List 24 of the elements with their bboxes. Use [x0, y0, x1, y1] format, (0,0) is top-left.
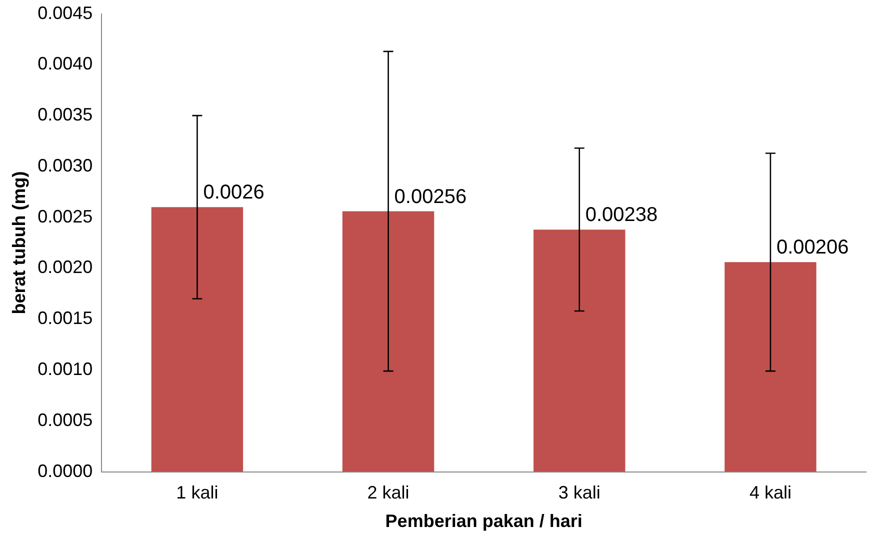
y-tick-label: 0.0030 — [38, 155, 93, 176]
y-tick-label: 0.0005 — [38, 410, 93, 430]
y-tick-label: 0.0000 — [38, 460, 93, 481]
bar — [151, 207, 244, 472]
y-axis-title: berat tubuh (mg) — [8, 171, 29, 314]
x-tick-label: 1 kali — [176, 482, 218, 503]
data-label: 0.00206 — [776, 236, 849, 259]
y-tick-label: 0.0010 — [38, 358, 93, 379]
y-tick-label: 0.0015 — [38, 308, 93, 328]
y-tick-label: 0.0020 — [38, 257, 93, 278]
y-tick-label: 0.0035 — [38, 104, 93, 125]
data-label: 0.00256 — [394, 186, 467, 208]
bar — [534, 230, 626, 472]
y-tick-label: 0.0045 — [38, 2, 93, 23]
bar — [724, 262, 816, 472]
y-tick-label: 0.0025 — [38, 206, 93, 226]
y-tick-label: 0.0040 — [38, 54, 93, 74]
x-tick-label: 4 kali — [749, 482, 792, 503]
bar — [342, 211, 434, 472]
data-label: 0.00238 — [585, 204, 658, 226]
x-tick-label: 2 kali — [367, 482, 410, 503]
data-label: 0.0026 — [203, 182, 264, 204]
x-axis-title: Pemberian pakan / hari — [385, 511, 582, 532]
x-tick-label: 3 kali — [558, 482, 600, 503]
